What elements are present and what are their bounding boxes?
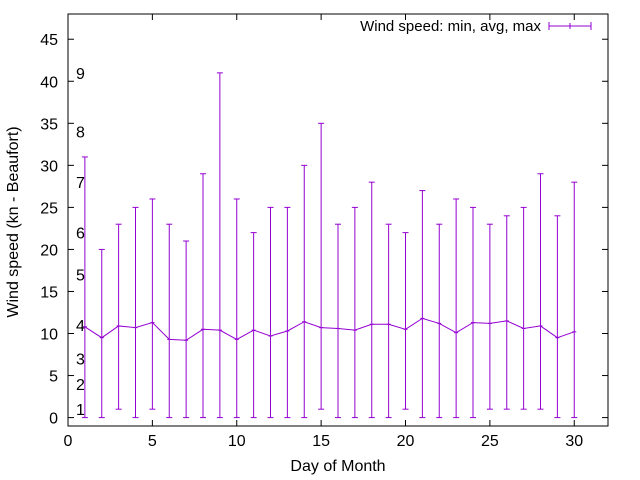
beaufort-label: 2 [76,377,85,394]
beaufort-label: 6 [76,226,85,243]
x-tick-label: 15 [312,433,330,450]
y-tick-label: 5 [49,369,58,386]
y-tick-label: 15 [40,284,58,301]
beaufort-label: 4 [76,318,85,335]
y-tick-label: 25 [40,200,58,217]
y-tick-label: 45 [40,32,58,49]
legend-label: Wind speed: min, avg, max [360,18,541,35]
x-axis-label: Day of Month [290,458,385,475]
x-tick-label: 25 [481,433,499,450]
beaufort-label: 3 [76,352,85,369]
y-tick-label: 35 [40,116,58,133]
legend: Wind speed: min, avg, max [360,18,592,35]
y-tick-label: 40 [40,74,58,91]
y-tick-label: 10 [40,327,58,344]
beaufort-label: 7 [76,175,85,192]
beaufort-label: 1 [76,402,85,419]
plot-frame [67,13,609,427]
series-layer [81,72,578,419]
y-tick-label: 30 [40,158,58,175]
beaufort-label: 5 [76,268,85,285]
x-tick-label: 0 [64,433,73,450]
y-tick-label: 0 [49,411,58,428]
x-tick-label: 10 [228,433,246,450]
beaufort-labels: 1 2 3 4 5 6 7 8 9 [76,66,85,419]
avg-line [84,317,575,341]
x-tick-label: 20 [397,433,415,450]
x-tick-label: 30 [565,433,583,450]
x-tick-label: 5 [148,433,157,450]
y-axis-label: Wind speed (kn - Beaufort) [5,126,22,317]
y-tick-label: 20 [40,242,58,259]
beaufort-label: 8 [76,125,85,142]
beaufort-label: 9 [76,66,85,83]
